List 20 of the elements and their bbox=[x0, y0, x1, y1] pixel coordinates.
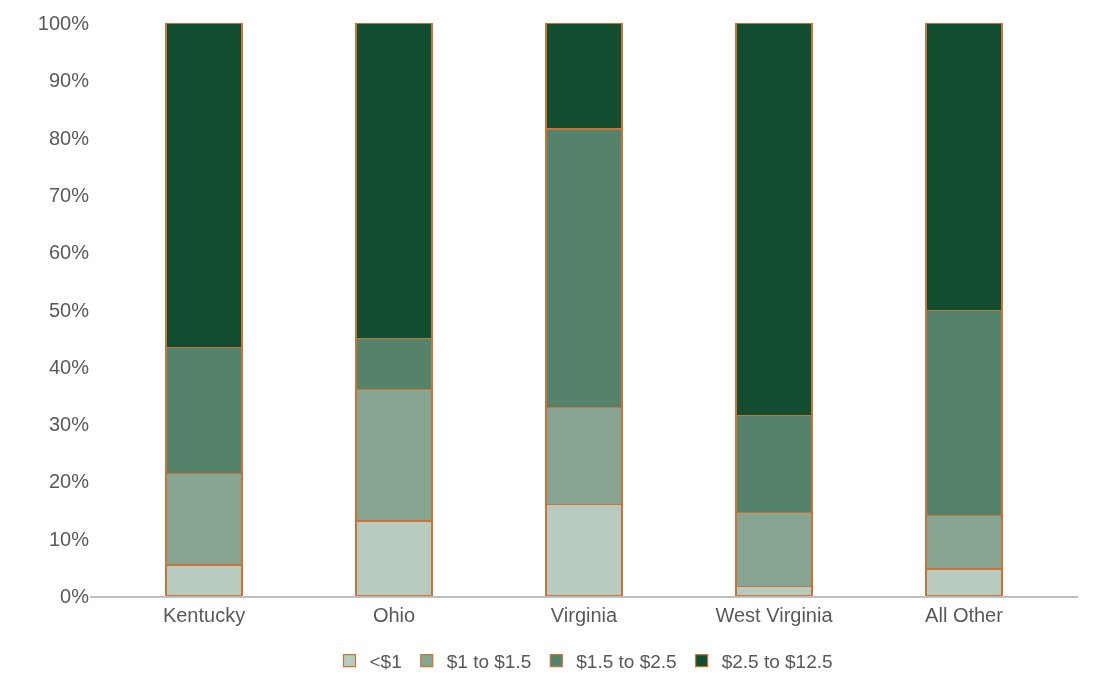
y-tick-label: 10% bbox=[48, 527, 90, 550]
legend-label: $1.5 to $2.5 bbox=[576, 651, 677, 673]
x-tick-label: Ohio bbox=[372, 603, 416, 626]
y-tick-label: 50% bbox=[48, 298, 90, 321]
x-tick-label: Kentucky bbox=[162, 603, 246, 626]
legend-label: <$1 bbox=[369, 651, 402, 673]
x-tick-label: Virginia bbox=[550, 603, 619, 626]
x-tick-label: All Other bbox=[925, 603, 1004, 626]
y-tick-label: 70% bbox=[48, 183, 90, 206]
legend-label: $2.5 to $12.5 bbox=[721, 651, 833, 673]
x-tick-label: West Virginia bbox=[715, 603, 834, 626]
y-tick-label: 80% bbox=[48, 126, 90, 149]
legend-label: $1 to $1.5 bbox=[446, 651, 532, 673]
y-tick-label: 90% bbox=[48, 69, 90, 92]
y-tick-label: 30% bbox=[48, 413, 90, 436]
y-tick-label: 20% bbox=[48, 470, 90, 493]
y-tick-label: 40% bbox=[48, 355, 90, 378]
y-tick-label: 60% bbox=[48, 241, 90, 264]
y-tick-label: 0% bbox=[60, 585, 90, 607]
y-tick-label: 100% bbox=[37, 12, 90, 34]
